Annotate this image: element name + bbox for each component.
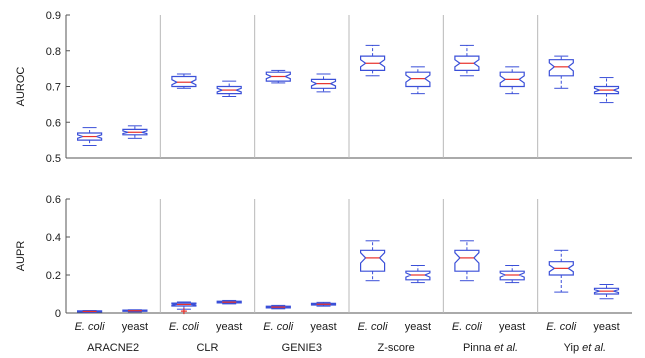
group-label-name: ARACNE2 xyxy=(87,342,139,354)
x-category-label: yeast xyxy=(310,321,336,333)
aupr-box-5 xyxy=(310,301,337,307)
auroc-panel: 0.5 0.6 0.7 0.8 0.9 AUROC xyxy=(15,10,632,165)
auroc-y-tick-label: 0.7 xyxy=(46,82,61,94)
aupr-y-tick-label: 0.6 xyxy=(46,194,61,206)
auroc-y-axis-label: AUROC xyxy=(15,67,27,107)
aupr-box-10 xyxy=(548,249,574,293)
aupr-box-3 xyxy=(216,299,242,305)
aupr-box-6 xyxy=(360,240,386,282)
outlier-marker xyxy=(180,308,187,315)
auroc-box-3 xyxy=(216,80,242,98)
x-category-labels: E. coli yeast E. coli yeast E. coli yeast E. c… xyxy=(75,321,620,333)
x-category-label: yeast xyxy=(593,321,619,333)
group-label: Z-score xyxy=(378,342,415,354)
auroc-y-tick-label: 0.5 xyxy=(46,153,61,165)
group-label-name: GENIE3 xyxy=(282,342,322,354)
auroc-box-6 xyxy=(360,44,386,77)
box-body xyxy=(405,71,431,88)
x-category-label: yeast xyxy=(122,321,148,333)
aupr-box-0 xyxy=(76,310,103,313)
aupr-y-axis-label: AUPR xyxy=(15,241,27,272)
aupr-box-1 xyxy=(122,309,148,313)
aupr-box-7 xyxy=(405,265,431,284)
aupr-box-11 xyxy=(593,284,620,300)
auroc-box-2 xyxy=(171,73,197,89)
box-body xyxy=(548,59,574,77)
aupr-box-4 xyxy=(265,304,291,310)
group-label: Yip et al. xyxy=(564,342,606,354)
auroc-box-1 xyxy=(122,125,148,139)
aupr-box-8 xyxy=(454,240,480,282)
auroc-box-4 xyxy=(265,69,291,84)
auroc-box-9 xyxy=(499,66,525,95)
group-label-name: CLR xyxy=(196,342,218,354)
auroc-box-5 xyxy=(310,73,337,93)
group-label-italic: et al. xyxy=(494,342,518,354)
group-label-name: Pinna xyxy=(463,342,494,354)
group-label: CLR xyxy=(196,342,218,354)
group-label: ARACNE2 xyxy=(87,342,139,354)
aupr-panel: 0 0.2 0.4 0.6 AUPR xyxy=(15,194,632,320)
aupr-box-2 xyxy=(171,301,197,315)
auroc-box-10 xyxy=(548,55,574,89)
group-label-name: Yip xyxy=(564,342,583,354)
auroc-box-8 xyxy=(454,44,480,77)
box-body xyxy=(360,249,386,272)
group-label: Pinna et al. xyxy=(463,342,518,354)
group-label: GENIE3 xyxy=(282,342,322,354)
x-category-label: E. coli xyxy=(452,321,483,333)
x-category-label: yeast xyxy=(499,321,525,333)
box-body xyxy=(171,75,197,88)
aupr-y-tick-label: 0.2 xyxy=(46,270,61,282)
aupr-box-9 xyxy=(499,265,525,284)
group-label-name: Z-score xyxy=(378,342,415,354)
x-category-label: E. coli xyxy=(169,321,200,333)
auroc-y-tick-label: 0.9 xyxy=(46,10,61,22)
aupr-y-tick-label: 0.4 xyxy=(46,232,61,244)
auroc-box-7 xyxy=(405,66,431,95)
box-body xyxy=(454,249,480,272)
auroc-box-11 xyxy=(593,77,620,104)
auroc-y-tick-label: 0.6 xyxy=(46,117,61,129)
x-category-label: yeast xyxy=(216,321,242,333)
auroc-y-tick-label: 0.8 xyxy=(46,46,61,58)
aupr-y-tick-label: 0 xyxy=(55,308,61,320)
x-category-label: yeast xyxy=(405,321,431,333)
x-category-label: E. coli xyxy=(546,321,577,333)
x-category-label: E. coli xyxy=(263,321,294,333)
group-labels: ARACNE2 CLR GENIE3 Z-score Pinna et al. Yip e… xyxy=(87,342,606,354)
x-category-label: E. coli xyxy=(358,321,389,333)
auroc-box-0 xyxy=(76,127,103,146)
group-label-italic: et al. xyxy=(582,342,606,354)
x-category-label: E. coli xyxy=(75,321,106,333)
